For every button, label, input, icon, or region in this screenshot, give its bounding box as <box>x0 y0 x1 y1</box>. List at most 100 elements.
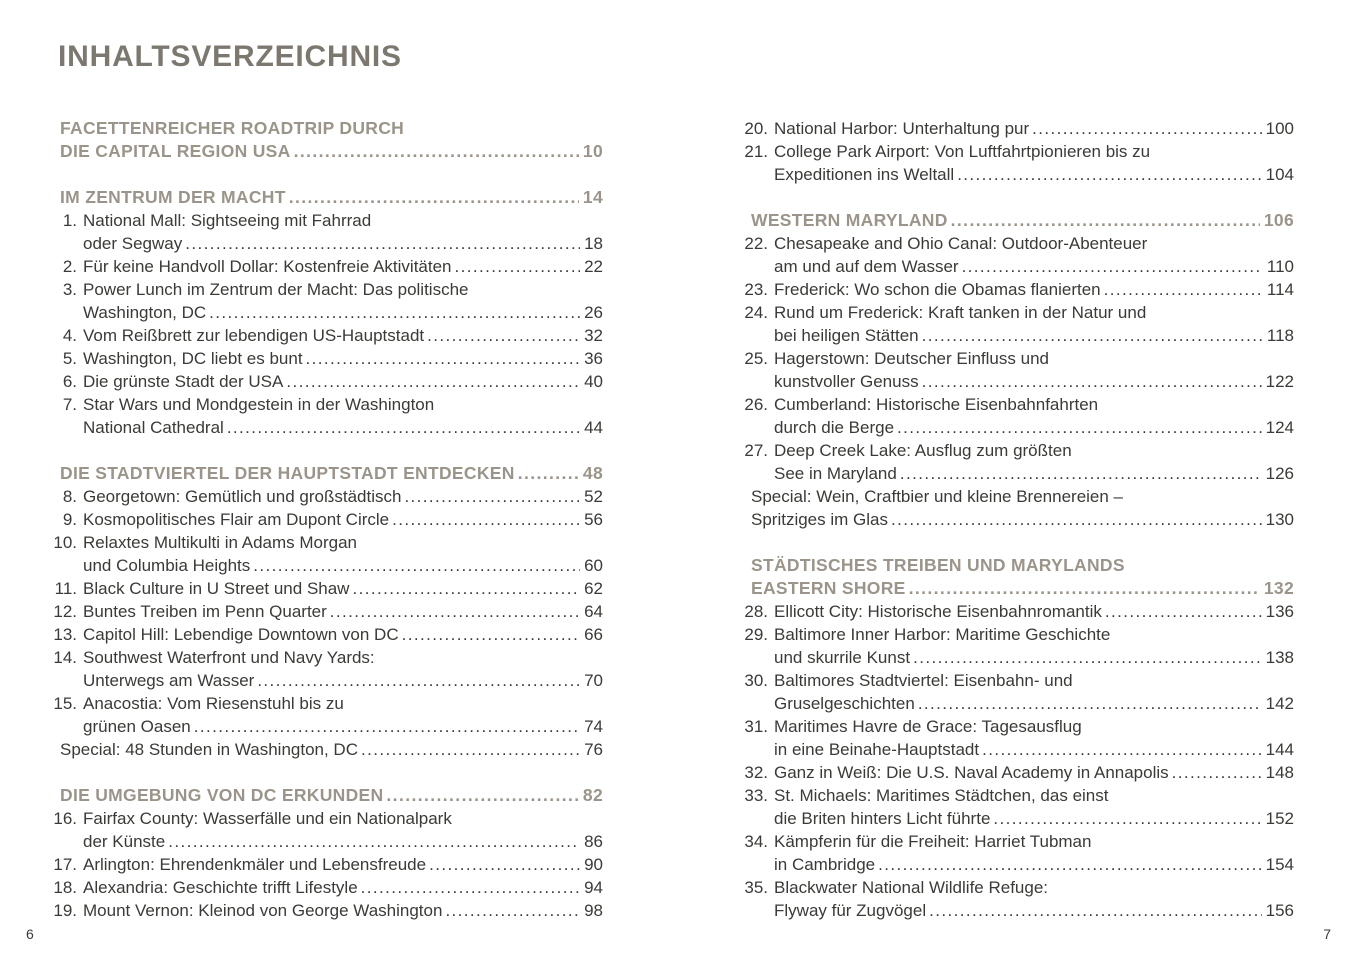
toc-entry-row: 10. Relaxtes Multikulti in Adams Morgan <box>53 531 603 554</box>
toc-entry-row: kunstvoller Genuss 122 <box>751 370 1294 393</box>
dot-leader <box>515 462 579 485</box>
dot-leader <box>291 140 579 163</box>
toc-entry-text: Kosmopolitisches Flair am Dupont Circle <box>83 510 390 529</box>
toc-entry-row: Unterwegs am Wasser 70 <box>60 669 603 692</box>
toc-entry-row: 16. Fairfax County: Wasserfälle und ein N… <box>53 807 603 830</box>
toc-entry-text: die Briten hinters Licht führte <box>774 809 991 828</box>
toc-page-ref: 148 <box>1265 763 1294 782</box>
dot-leader <box>1101 278 1263 301</box>
toc-entry-text: Capitol Hill: Lebendige Downtown von DC <box>83 625 399 644</box>
toc-entry-number: 27. <box>744 441 768 460</box>
toc-entry-row: 8. Georgetown: Gemütlich und großstädtisc… <box>60 485 603 508</box>
toc-entry-row: Washington, DC 26 <box>60 301 603 324</box>
toc-entry-number: 10. <box>53 533 77 552</box>
toc-entry-row: 1. National Mall: Sightseeing mit Fahrrad <box>60 209 603 232</box>
toc-section-heading-row: IM ZENTRUM DER MACHT 14 <box>60 186 603 209</box>
dot-leader <box>948 209 1260 232</box>
toc-special-entry-row: Spritziges im Glas 130 <box>751 508 1294 531</box>
dot-leader <box>1102 600 1262 623</box>
toc-entry-row: 30. Baltimores Stadtviertel: Eisenbahn- u… <box>744 669 1294 692</box>
toc-page-ref: 60 <box>584 556 603 575</box>
dot-leader <box>426 853 580 876</box>
toc-entry-text: DIE UMGEBUNG VON DC ERKUNDEN <box>60 785 384 805</box>
toc-entry-number: 24. <box>744 303 768 322</box>
toc-page-ref: 100 <box>1265 119 1294 138</box>
toc-page-ref: 76 <box>584 740 603 759</box>
toc-entry-text: Maritimes Havre de Grace: Tagesausflug <box>774 717 1082 736</box>
page-title: INHALTSVERZEICHNIS <box>58 40 402 73</box>
toc-entry-text: Flyway für Zugvögel <box>774 901 927 920</box>
toc-entry-row: am und auf dem Wasser 110 <box>751 255 1294 278</box>
toc-entry-text: durch die Berge <box>774 418 895 437</box>
toc-page-ref: 86 <box>584 832 603 851</box>
dot-leader <box>919 370 1262 393</box>
toc-entry-text: IM ZENTRUM DER MACHT <box>60 187 286 207</box>
toc-entry-number: 13. <box>53 625 77 644</box>
toc-entry-row: Flyway für Zugvögel 156 <box>751 899 1294 922</box>
toc-entry-row: Expeditionen ins Weltall 104 <box>751 163 1294 186</box>
toc-entry-text: in eine Beinahe-Hauptstadt <box>774 740 980 759</box>
toc-section-heading-row: STÄDTISCHES TREIBEN UND MARYLANDS <box>751 554 1294 577</box>
toc-entry-row: 19. Mount Vernon: Kleinod von George Wash… <box>53 899 603 922</box>
toc-page-ref: 40 <box>584 372 603 391</box>
toc-entry-text: St. Michaels: Maritimes Städtchen, das e… <box>774 786 1109 805</box>
dot-leader <box>915 692 1262 715</box>
dot-leader <box>349 577 580 600</box>
toc-page-ref: 136 <box>1265 602 1294 621</box>
dot-leader <box>399 623 580 646</box>
dot-leader <box>283 370 580 393</box>
toc-entry-row: 4. Vom Reißbrett zur lebendigen US-Haupts… <box>60 324 603 347</box>
dot-leader <box>452 255 581 278</box>
toc-section-heading-row: DIE CAPITAL REGION USA 10 <box>60 140 603 163</box>
toc-entry-number: 9. <box>62 510 77 529</box>
toc-entry-row: 5. Washington, DC liebt es bunt 36 <box>60 347 603 370</box>
toc-entry-number: 5. <box>62 349 77 368</box>
toc-entry-row: 3. Power Lunch im Zentrum der Macht: Das … <box>60 278 603 301</box>
toc-entry-text: Spritziges im Glas <box>751 510 888 529</box>
toc-entry-row: 28. Ellicott City: Historische Eisenbahnr… <box>744 600 1294 623</box>
toc-entry-text: Frederick: Wo schon die Obamas flanierte… <box>774 280 1101 299</box>
toc-entry-row: 18. Alexandria: Geschichte trifft Lifesty… <box>53 876 603 899</box>
toc-entry-row: und skurrile Kunst 138 <box>751 646 1294 669</box>
toc-entry-number: 35. <box>744 878 768 897</box>
toc-entry-number: 32. <box>744 763 768 782</box>
toc-entry-text: Special: 48 Stunden in Washington, DC <box>60 740 358 759</box>
toc-entry-number: 1. <box>62 211 77 230</box>
toc-entry-text: DIE CAPITAL REGION USA <box>60 141 291 161</box>
toc-entry-number: 3. <box>62 280 77 299</box>
toc-page-ref: 48 <box>582 463 603 483</box>
toc-entry-row: 24. Rund um Frederick: Kraft tanken in de… <box>744 301 1294 324</box>
toc-entry-row: 7. Star Wars und Mondgestein in der Washi… <box>60 393 603 416</box>
toc-page-ref: 64 <box>584 602 603 621</box>
toc-page-ref: 114 <box>1266 280 1294 299</box>
toc-entry-text: Vom Reißbrett zur lebendigen US-Hauptsta… <box>83 326 425 345</box>
toc-entry-text: Unterwegs am Wasser <box>83 671 255 690</box>
toc-column-right: 20.National Harbor: Unterhaltung pur1002… <box>744 117 1294 922</box>
dot-leader <box>1029 117 1261 140</box>
toc-page-ref: 98 <box>584 901 603 920</box>
toc-entry-text: Gruselgeschichten <box>774 694 915 713</box>
toc-column-left: FACETTENREICHER ROADTRIP DURCH DIE CAPITA… <box>53 117 603 922</box>
toc-entry-text: Cumberland: Historische Eisenbahnfahrten <box>774 395 1099 414</box>
toc-entry-number: 19. <box>53 901 77 920</box>
dot-leader <box>383 784 579 807</box>
toc-page-ref: 36 <box>584 349 603 368</box>
toc-entry-row: grünen Oasen 74 <box>60 715 603 738</box>
toc-entry-text: Southwest Waterfront und Navy Yards: <box>83 648 375 667</box>
toc-entry-text: National Cathedral <box>83 418 224 437</box>
toc-entry-row: 29. Baltimore Inner Harbor: Maritime Gesc… <box>744 623 1294 646</box>
toc-entry-number: 26. <box>744 395 768 414</box>
toc-entry-number: 22. <box>744 234 768 253</box>
toc-entry-row: oder Segway 18 <box>60 232 603 255</box>
toc-entry-row: 17. Arlington: Ehrendenkmäler und Lebensf… <box>53 853 603 876</box>
dot-leader <box>906 577 1260 600</box>
toc-entry-row: in Cambridge 154 <box>751 853 1294 876</box>
toc-entry-text: National Mall: Sightseeing mit Fahrrad <box>83 211 372 230</box>
toc-entry-number: 28. <box>744 602 768 621</box>
toc-entry-row: 14. Southwest Waterfront und Navy Yards: <box>53 646 603 669</box>
dot-leader <box>910 646 1262 669</box>
toc-special-entry-row: Special: Wein, Craftbier und kleine Bren… <box>751 485 1294 508</box>
toc-page-ref: 74 <box>584 717 603 736</box>
toc-entry-text: der Künste <box>83 832 166 851</box>
dot-leader <box>1169 761 1262 784</box>
